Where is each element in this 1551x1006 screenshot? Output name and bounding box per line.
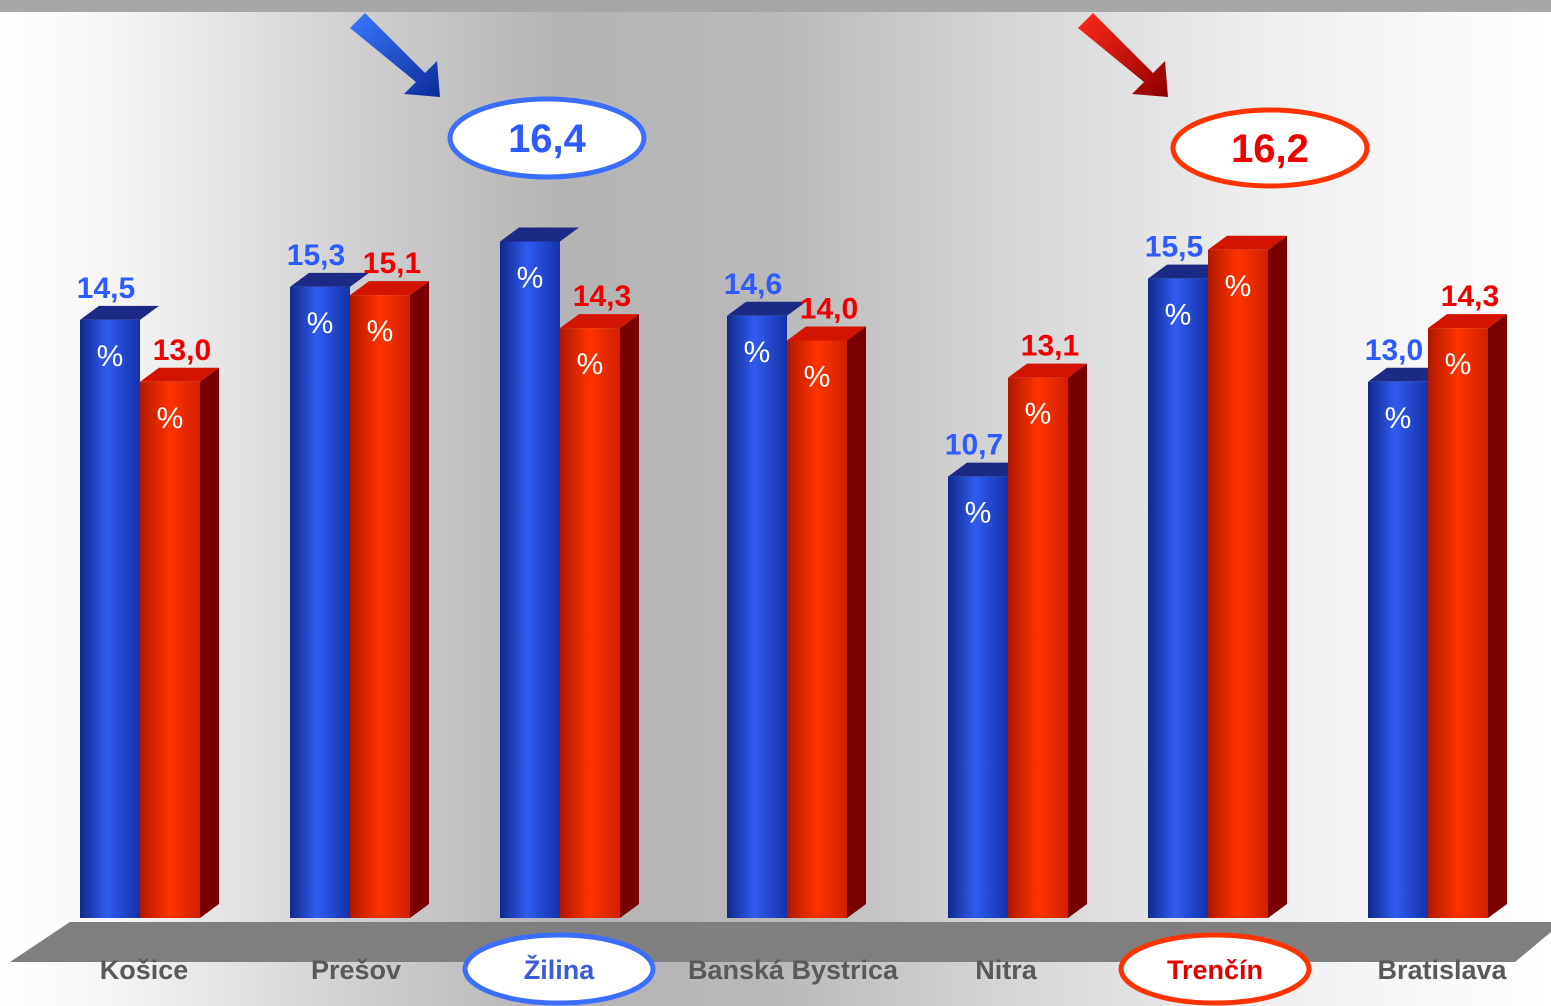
value-label-nitra-series-1: 10,7 [945,429,1003,462]
category-label-presov: Prešov [311,955,401,985]
bar-zilina-series-1 [500,227,579,918]
value-label-trencin-series-1: 15,5 [1145,231,1203,264]
bar-kosice-series-2 [140,367,219,918]
bar-top-face [350,281,429,296]
callout-value-zilina: 16,4 [508,117,587,161]
value-label-kosice-series-2: 13,0 [153,334,211,367]
bar-percent-symbol: % [804,361,831,394]
value-label-nitra-series-2: 13,1 [1021,330,1079,363]
bar-front-face [948,476,1008,918]
bar-top-face [727,301,806,316]
bar-percent-symbol: % [1165,299,1192,332]
bar-trencin-series-1 [1148,264,1227,918]
bar-side-face [620,314,639,918]
category-label-banska-bystrica: Banská Bystrica [688,955,899,985]
bar-front-face [1208,249,1268,918]
callout-value-trencin: 16,2 [1231,127,1309,171]
bar-front-face [140,381,200,918]
trencin-label-ellipse [1118,932,1312,1006]
category-label-bratislava: Bratislava [1377,955,1507,985]
bar-front-face [560,328,620,918]
category-label-nitra: Nitra [975,955,1037,985]
bar-top-face [1148,264,1227,279]
value-label-kosice-series-1: 14,5 [77,272,135,305]
bar-trencin-series-2 [1208,235,1287,918]
bar-top-face [560,314,639,329]
bar-percent-symbol: % [367,315,394,348]
bar-front-face [1428,328,1488,918]
bar-percent-symbol: % [97,340,124,373]
bar-front-face [350,295,410,918]
bar-side-face [410,281,429,918]
bars-group [80,227,1507,918]
bar-front-face [787,340,847,918]
bar-top-face [787,326,866,341]
value-label-bratislava-series-1: 13,0 [1365,334,1423,367]
value-label-zilina-series-2: 14,3 [573,280,631,313]
value-label-banska-bystrica-series-1: 14,6 [724,268,782,301]
bar-bratislava-series-2 [1428,314,1507,918]
bar-top-face [80,305,159,320]
bar-kosice-series-1 [80,305,159,918]
bar-top-face [500,227,579,242]
bar-front-face [1368,381,1428,918]
value-label-banska-bystrica-series-2: 14,0 [800,293,858,326]
bar-side-face [1068,363,1087,918]
top-band [0,0,1551,12]
red-arrow-icon [1078,13,1168,97]
bar-nitra-series-1 [948,462,1027,918]
bar-side-face [1488,314,1507,918]
callout-zilina: 16,4 [447,96,647,180]
bar-top-face [290,272,369,287]
bar-front-face [727,315,787,918]
bar-top-face [1428,314,1507,329]
bar-front-face [80,319,140,918]
bar-side-face [1268,235,1287,918]
bar-front-face [1008,377,1068,918]
bar-zilina-series-2 [560,314,639,918]
category-label-trencin: Trenčín [1167,955,1263,985]
bar-percent-symbol: % [1025,398,1052,431]
bar-percent-symbol: % [744,336,771,369]
value-label-presov-series-2: 15,1 [363,247,421,280]
bar-percent-symbol: % [1385,402,1412,435]
bar-percent-symbol: % [1445,348,1472,381]
bar-side-face [847,326,866,918]
category-label-kosice: Košice [100,955,189,985]
bar-top-face [140,367,219,382]
bar-front-face [500,241,560,918]
bar-percent-symbol: % [307,307,334,340]
category-label-zilina: Žilina [524,954,595,985]
bar-percent-symbol: % [965,497,992,530]
bar-banska-bystrica-series-2 [787,326,866,918]
bar-percent-symbol: % [1225,270,1252,303]
value-label-bratislava-series-2: 14,3 [1441,280,1499,313]
blue-arrow-icon [350,13,440,97]
bar-percent-symbol: % [157,402,184,435]
bar-side-face [200,367,219,918]
bar-top-face [948,462,1027,477]
callout-trencin: 16,2 [1170,107,1370,189]
bar-front-face [290,286,350,918]
bar-top-face [1008,363,1087,378]
zilina-label-ellipse [462,932,656,1006]
bar-percent-symbol: % [517,262,544,295]
bar-percent-symbol: % [577,348,604,381]
bar-banska-bystrica-series-1 [727,301,806,918]
bar-bratislava-series-1 [1368,367,1447,918]
value-label-presov-series-1: 15,3 [287,239,345,272]
bar-presov-series-1 [290,272,369,918]
bar-presov-series-2 [350,281,429,918]
bar-front-face [1148,278,1208,918]
bar-top-face [1208,235,1287,250]
labels-group: % 14,5% 13,0 Košice% 15,3% 15,1 Prešov%% 14,3 Ži… [77,231,1508,985]
bar-top-face [1368,367,1447,382]
bar-nitra-series-2 [1008,363,1087,918]
